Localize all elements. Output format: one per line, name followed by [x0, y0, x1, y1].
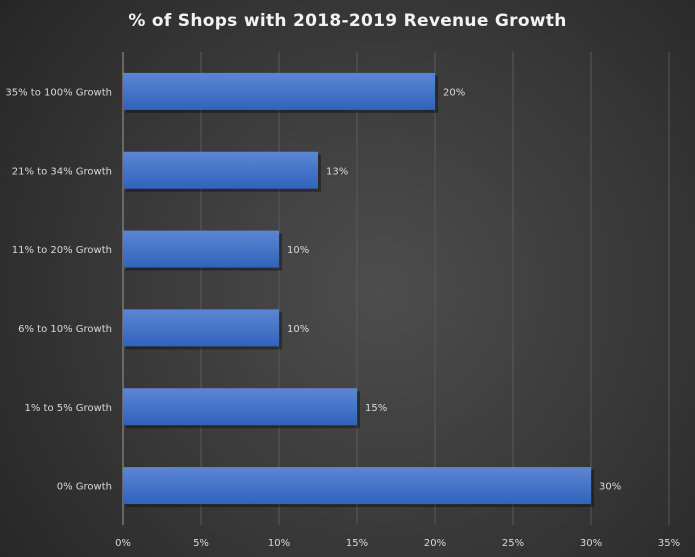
category-label: 35% to 100% Growth [5, 87, 112, 98]
data-label: 10% [287, 245, 309, 256]
x-tick-label: 35% [658, 538, 680, 549]
category-label: 0% Growth [57, 482, 112, 493]
x-tick-label: 20% [424, 538, 446, 549]
x-tick-label: 30% [580, 538, 602, 549]
bar [123, 388, 357, 426]
bar [123, 467, 591, 505]
x-tick-label: 0% [115, 538, 131, 549]
bar [123, 309, 279, 347]
data-label: 30% [599, 482, 621, 493]
bar [123, 230, 279, 268]
category-label: 11% to 20% Growth [12, 245, 112, 256]
data-label: 20% [443, 87, 465, 98]
category-label: 6% to 10% Growth [18, 324, 112, 335]
x-tick-label: 15% [346, 538, 368, 549]
category-label: 21% to 34% Growth [12, 166, 112, 177]
data-label: 10% [287, 324, 309, 335]
x-tick-label: 10% [268, 538, 290, 549]
x-tick-label: 25% [502, 538, 524, 549]
x-tick-label: 5% [193, 538, 209, 549]
data-label: 13% [326, 166, 348, 177]
bar [123, 72, 435, 110]
bar [123, 151, 318, 189]
data-label: 15% [365, 403, 387, 414]
category-label: 1% to 5% Growth [25, 403, 113, 414]
chart-title: % of Shops with 2018-2019 Revenue Growth [128, 11, 567, 31]
